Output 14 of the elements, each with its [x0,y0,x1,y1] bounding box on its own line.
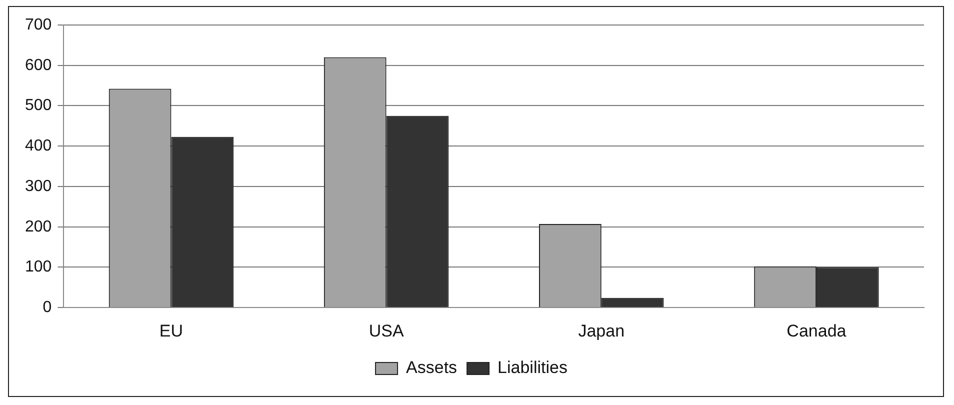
x-tick-label: Canada [786,321,847,340]
legend-label: Assets [406,358,458,378]
y-tick-label: 500 [24,97,52,114]
x-tick-label: EU [159,321,184,340]
y-tick-label: 600 [24,56,52,74]
x-tick-label: Japan [578,321,625,340]
y-tick-label: 100 [24,258,52,276]
y-tick-label: 700 [24,16,52,34]
y-tick-label: 400 [24,138,52,155]
y-tick-label: 0 [42,299,52,316]
x-tick-label: USA [368,321,404,340]
y-tick-label: 300 [24,178,52,195]
legend-label: Liabilities [498,358,568,378]
y-tick-label: 200 [24,218,52,236]
